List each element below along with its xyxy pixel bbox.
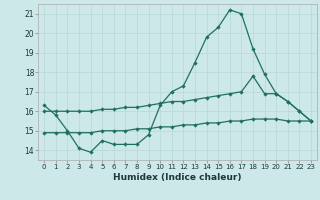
X-axis label: Humidex (Indice chaleur): Humidex (Indice chaleur) bbox=[113, 173, 242, 182]
